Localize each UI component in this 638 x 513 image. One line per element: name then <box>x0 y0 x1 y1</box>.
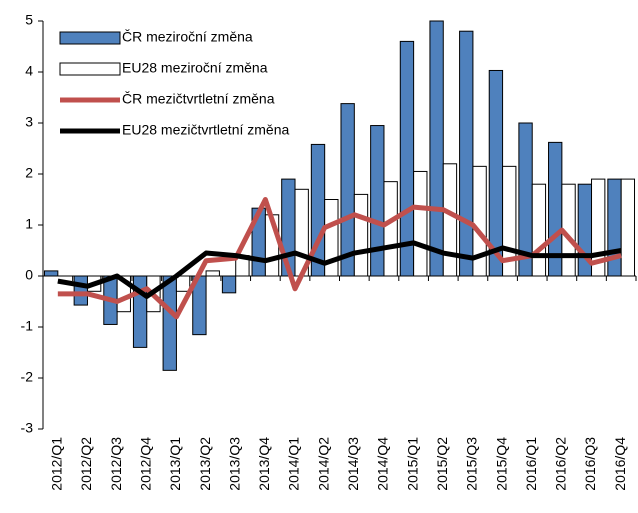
x-tick-label: 2016/Q2 <box>553 437 569 491</box>
bar <box>43 270 59 277</box>
bar <box>399 40 415 277</box>
x-tick-label: 2014/Q2 <box>315 437 331 491</box>
bar <box>620 178 636 277</box>
bar <box>324 199 339 277</box>
x-tick-label: 2015/Q3 <box>464 437 480 491</box>
legend-label: EU28 meziroční změna <box>122 60 268 76</box>
y-tick-label: 4 <box>25 63 33 79</box>
bar <box>175 275 191 292</box>
x-tick-label: 2012/Q4 <box>137 437 153 491</box>
x-tick-label: 2016/Q3 <box>582 437 598 491</box>
bar <box>221 275 237 294</box>
legend-swatch <box>59 62 121 76</box>
legend-label: ČR mezičtvrtletní změna <box>122 91 275 107</box>
x-tick-label: 2015/Q4 <box>493 437 509 491</box>
legend-label: ČR meziroční změna <box>122 29 253 45</box>
x-tick-label: 2013/Q4 <box>256 437 272 491</box>
line <box>57 240 622 299</box>
bar <box>205 270 220 277</box>
bar <box>459 30 474 277</box>
x-tick-label: 2012/Q2 <box>78 437 94 491</box>
x-tick-label: 2012/Q1 <box>49 437 65 491</box>
bar <box>413 170 428 277</box>
bar <box>472 165 487 277</box>
bar <box>531 183 547 277</box>
x-tick-label: 2014/Q1 <box>286 437 302 491</box>
y-tick-label: 1 <box>25 216 33 232</box>
y-tick-label: -3 <box>21 420 34 436</box>
bar <box>370 125 385 277</box>
bar <box>73 275 88 306</box>
bar <box>429 20 444 277</box>
x-tick-label: 2015/Q2 <box>434 437 450 491</box>
x-tick-label: 2014/Q3 <box>345 437 361 491</box>
x-tick-label: 2014/Q4 <box>375 437 391 491</box>
y-tick-label: -1 <box>21 318 34 334</box>
bar <box>442 163 458 277</box>
legend-swatch <box>59 31 121 45</box>
x-tick-label: 2016/Q1 <box>523 437 539 491</box>
x-tick-label: 2016/Q4 <box>612 437 628 491</box>
y-tick-label: 2 <box>25 165 33 181</box>
bar <box>340 103 355 277</box>
y-tick-label: 3 <box>25 114 33 130</box>
x-tick-label: 2013/Q1 <box>167 437 183 491</box>
x-tick-label: 2013/Q3 <box>226 437 242 491</box>
y-tick-label: 5 <box>25 12 33 28</box>
bar <box>353 193 369 277</box>
bar <box>383 181 398 277</box>
x-tick-label: 2015/Q1 <box>404 437 420 491</box>
x-tick-label: 2012/Q3 <box>108 437 124 491</box>
bar <box>162 275 177 371</box>
bar <box>607 178 622 277</box>
x-tick-label: 2013/Q2 <box>197 437 213 491</box>
y-tick-label: 0 <box>25 267 33 283</box>
legend-label: EU28 mezičtvrtletní změna <box>122 122 289 138</box>
y-tick-label: -2 <box>21 369 34 385</box>
